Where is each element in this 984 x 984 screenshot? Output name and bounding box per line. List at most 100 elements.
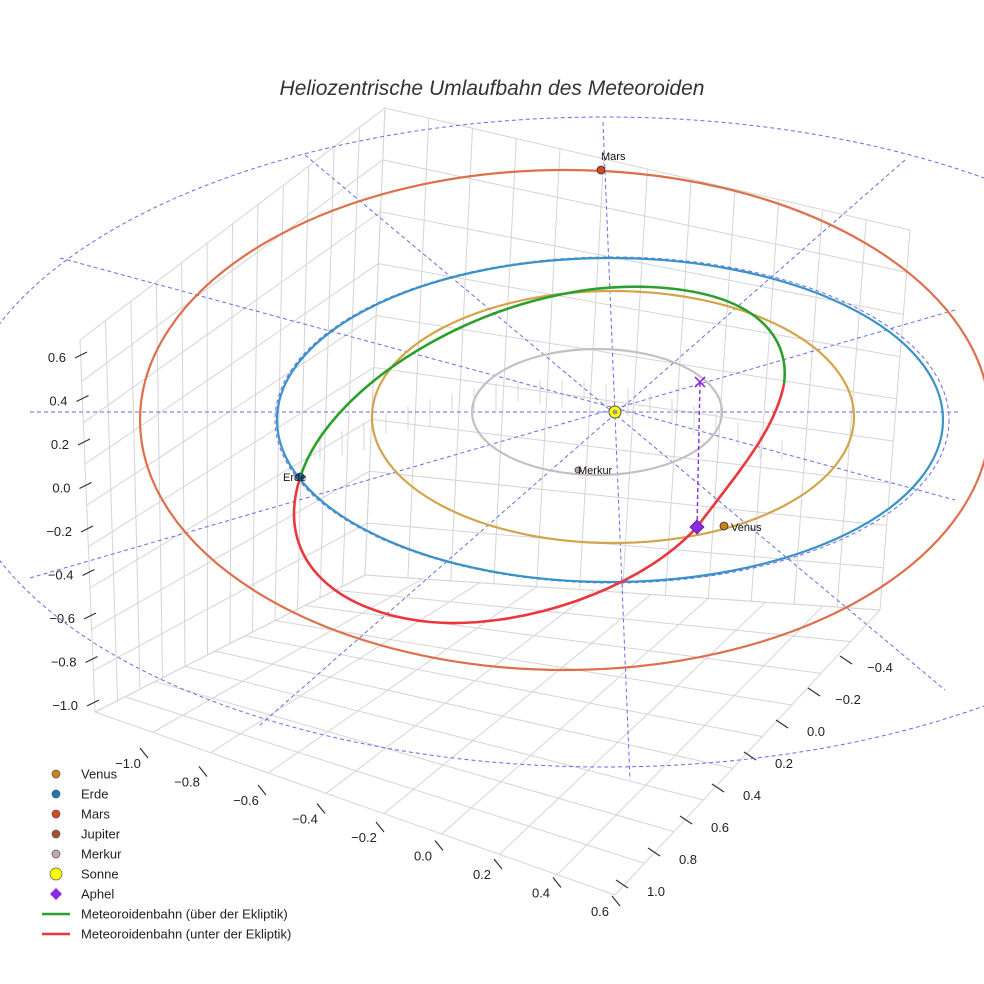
y-tick-label: −0.4 (867, 660, 893, 675)
planet-label-merkur: Merkur (578, 465, 613, 477)
y-tick-label: 0.8 (679, 852, 697, 867)
planet-orbits (139, 168, 984, 672)
chart-title: Heliozentrische Umlaufbahn des Meteoroid… (280, 77, 705, 100)
y-tick-mark (807, 687, 821, 697)
grid-line (380, 211, 904, 315)
grid-line (91, 470, 370, 630)
grid-line (83, 211, 381, 424)
grid-line (407, 118, 430, 578)
x-tick-mark (139, 747, 149, 759)
grid-line (130, 301, 141, 690)
z-tick-label: −1.0 (52, 698, 78, 713)
grid-line (879, 229, 911, 611)
x-tick-label: 0.4 (532, 886, 550, 901)
grid-line (373, 366, 894, 442)
z-tick-mark (77, 438, 91, 446)
grid-line (793, 209, 823, 605)
planet-label-erde: Erde (283, 472, 306, 484)
orbit-mars (139, 168, 984, 672)
grid-line (614, 609, 881, 896)
grid-line (367, 522, 884, 569)
x-tick-label: −0.2 (351, 830, 377, 845)
grid-line (441, 597, 709, 835)
grid-line (89, 418, 372, 589)
orbit-erde (275, 256, 945, 584)
grid-line (556, 605, 824, 876)
z-tick-mark (79, 481, 92, 490)
legend-label: Merkur (81, 847, 122, 862)
grid-line (384, 107, 911, 231)
z-tick-label: 0.4 (49, 394, 67, 409)
x-tick-label: −0.8 (174, 775, 200, 790)
y-tick-label: −0.2 (835, 692, 861, 707)
planet-venus (719, 521, 729, 531)
meteoroid-path-above (298, 285, 787, 479)
grid-line (104, 320, 118, 701)
grid-line (382, 159, 907, 273)
z-tick-label: −0.4 (48, 568, 74, 583)
grid-line (94, 574, 366, 713)
x-tick-label: 0.2 (473, 867, 491, 882)
axis-ticks: 0.6 0.4 0.2 0.0 −0.2 −0.4 −0.6 −0.8 −1.0 −1.0 −0.8… (46, 350, 893, 919)
grid-line (371, 418, 891, 484)
legend-swatch-diamond (50, 888, 62, 900)
ecliptic-radial (259, 159, 906, 726)
aphel-x-marker (694, 376, 706, 388)
grid-line (252, 204, 259, 633)
meteoroid-path (292, 285, 787, 625)
x-tick-mark (611, 895, 621, 907)
grid-line (181, 262, 186, 667)
grid-line (84, 263, 379, 465)
grid-line (88, 367, 375, 548)
legend-swatch-circle (49, 867, 63, 881)
y-tick-label: 1.0 (647, 884, 665, 899)
planet-mars (596, 165, 606, 175)
y-tick-label: 0.0 (807, 724, 825, 739)
legend-swatch-circle (51, 809, 61, 819)
planet-merkur (574, 466, 582, 474)
x-tick-mark (257, 784, 267, 796)
y-tick-mark (711, 783, 725, 793)
z-tick-label: −0.2 (46, 524, 72, 539)
grid-line (536, 148, 561, 587)
grid-line (184, 665, 704, 801)
legend-swatch-circle (51, 789, 61, 799)
x-tick-mark (375, 821, 385, 833)
axis-grid (79, 107, 911, 896)
grid-line (94, 711, 616, 896)
z-tick-label: −0.6 (49, 611, 75, 626)
legend-label: Erde (81, 787, 108, 802)
aphel-marker (689, 519, 705, 535)
z-tick-mark (85, 655, 98, 664)
grid-line (750, 199, 780, 602)
y-tick-mark (775, 719, 789, 729)
z-tick-mark (76, 394, 89, 403)
legend-label: Mars (81, 807, 110, 822)
grid-line (124, 696, 645, 864)
grid-line (210, 582, 480, 754)
grid-line (297, 165, 310, 610)
y-tick-label: 0.6 (711, 820, 729, 835)
grid-line (214, 650, 733, 769)
z-tick-label: 0.6 (48, 350, 66, 365)
x-tick-mark (198, 766, 208, 777)
grid-line (342, 127, 361, 587)
grid-line (836, 219, 867, 608)
grid-line (244, 635, 763, 738)
z-tick-mark (83, 612, 97, 620)
x-tick-mark (493, 858, 503, 870)
grid-line (376, 315, 897, 400)
legend-label: Jupiter (81, 827, 121, 842)
x-tick-mark (434, 840, 444, 851)
grid-line (152, 578, 423, 733)
y-tick-label: 0.2 (775, 756, 793, 771)
y-tick-label: 0.4 (743, 788, 761, 803)
grid-line (383, 594, 652, 815)
grid-line (664, 179, 692, 596)
z-tick-mark (82, 568, 95, 577)
legend-swatch-circle (51, 829, 61, 839)
grid-line (493, 138, 517, 584)
grid-line (319, 146, 335, 598)
z-tick-mark (80, 525, 94, 533)
